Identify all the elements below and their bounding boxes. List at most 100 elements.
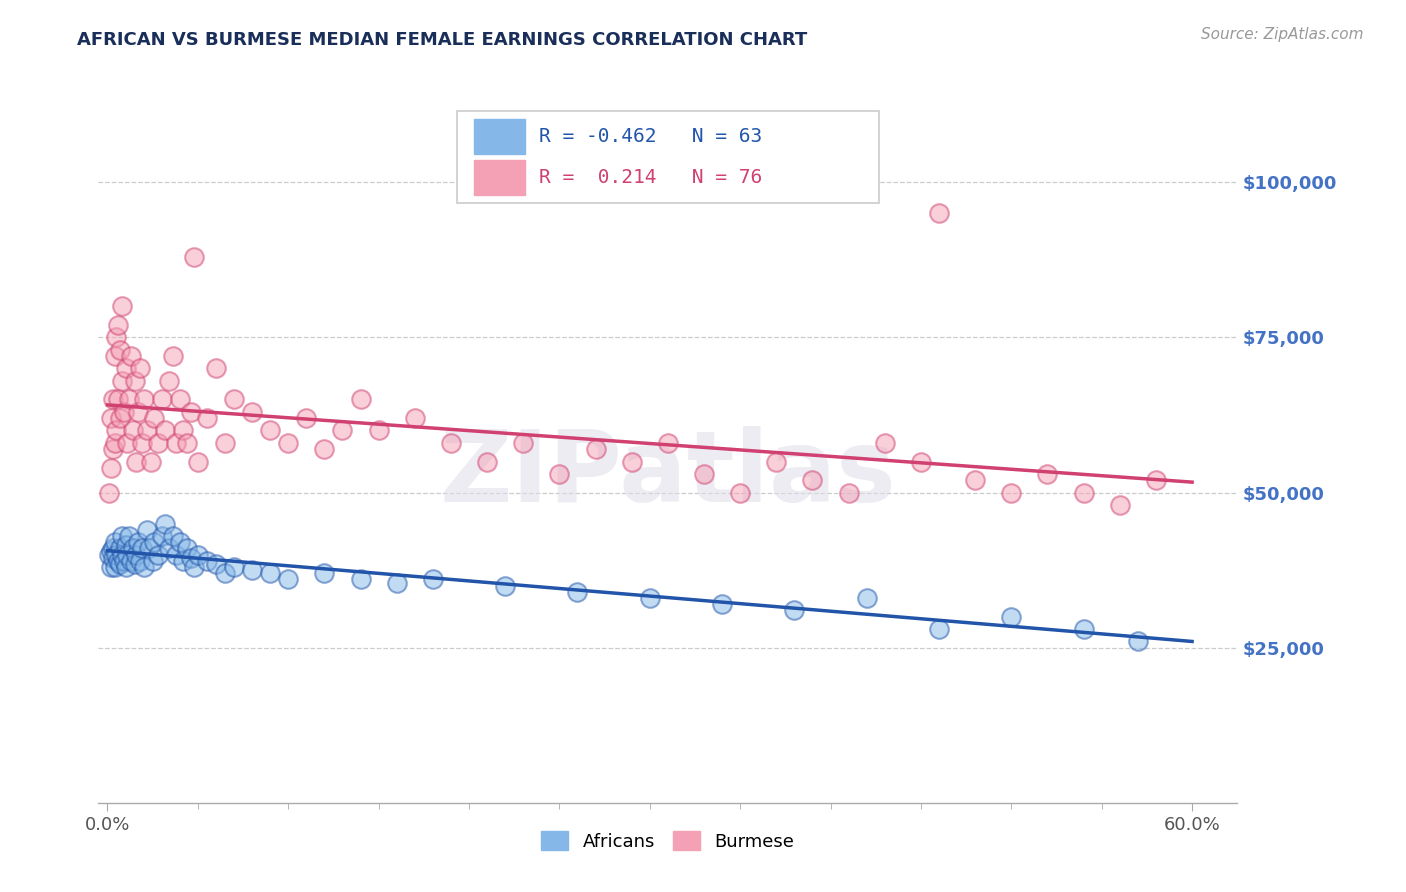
Point	[295, 411, 318, 425]
Point	[873, 436, 896, 450]
Text: R =  0.214   N = 76: R = 0.214 N = 76	[538, 168, 762, 187]
Point	[838, 485, 860, 500]
Point	[205, 557, 228, 571]
Point	[1108, 498, 1130, 512]
Point	[176, 541, 198, 556]
Point	[567, 584, 589, 599]
Point	[112, 554, 135, 568]
Point	[104, 436, 127, 450]
Point	[965, 473, 987, 487]
Point	[100, 560, 122, 574]
Point	[112, 405, 135, 419]
Point	[114, 538, 136, 552]
Point	[1036, 467, 1059, 481]
Point	[107, 318, 129, 332]
Point	[765, 454, 787, 468]
Point	[162, 349, 184, 363]
Point	[129, 361, 152, 376]
Point	[150, 392, 173, 407]
Point	[100, 460, 122, 475]
Point	[183, 560, 205, 574]
Point	[165, 436, 187, 450]
Point	[100, 544, 122, 558]
Point	[118, 392, 141, 407]
Point	[125, 548, 148, 562]
Point	[98, 548, 121, 562]
Point	[169, 392, 191, 407]
Point	[162, 529, 184, 543]
Point	[205, 361, 228, 376]
Text: ZIPatlas: ZIPatlas	[440, 426, 896, 523]
Point	[240, 563, 263, 577]
Point	[111, 299, 134, 313]
Point	[111, 374, 134, 388]
Point	[512, 436, 534, 450]
Point	[121, 424, 143, 438]
Point	[385, 575, 408, 590]
Point	[1144, 473, 1167, 487]
Point	[132, 560, 155, 574]
Point	[180, 550, 202, 565]
Point	[101, 541, 124, 556]
Point	[127, 405, 149, 419]
Point	[259, 566, 281, 581]
Point	[585, 442, 607, 456]
Point	[124, 374, 146, 388]
Point	[214, 566, 236, 581]
Point	[314, 442, 336, 456]
Point	[1073, 622, 1095, 636]
Point	[136, 424, 159, 438]
Point	[117, 436, 139, 450]
Point	[277, 436, 299, 450]
Point	[143, 411, 166, 425]
Point	[108, 541, 131, 556]
Point	[494, 579, 516, 593]
Text: R = -0.462   N = 63: R = -0.462 N = 63	[538, 127, 762, 146]
Point	[104, 349, 127, 363]
Point	[120, 349, 142, 363]
Point	[475, 454, 498, 468]
Point	[146, 548, 169, 562]
Point	[108, 343, 131, 357]
Point	[132, 392, 155, 407]
Point	[259, 424, 281, 438]
Point	[124, 557, 146, 571]
Point	[240, 405, 263, 419]
Point	[101, 550, 124, 565]
Point	[105, 548, 128, 562]
Legend: Africans, Burmese: Africans, Burmese	[534, 824, 801, 858]
Point	[111, 548, 134, 562]
Point	[139, 454, 162, 468]
Point	[155, 516, 177, 531]
Point	[138, 541, 160, 556]
Point	[638, 591, 661, 605]
Point	[136, 523, 159, 537]
Point	[150, 529, 173, 543]
Point	[1000, 609, 1022, 624]
Point	[187, 548, 209, 562]
Point	[783, 603, 806, 617]
Point	[195, 554, 218, 568]
Point	[157, 541, 180, 556]
Point	[349, 392, 371, 407]
Point	[121, 541, 143, 556]
Text: Source: ZipAtlas.com: Source: ZipAtlas.com	[1201, 27, 1364, 42]
Point	[176, 436, 198, 450]
Point	[222, 560, 245, 574]
Point	[143, 535, 166, 549]
Point	[101, 392, 124, 407]
Point	[120, 554, 142, 568]
Point	[107, 554, 129, 568]
Point	[801, 473, 824, 487]
Point	[105, 424, 128, 438]
Point	[131, 436, 153, 450]
Point	[440, 436, 463, 450]
Point	[728, 485, 751, 500]
Point	[183, 250, 205, 264]
Text: AFRICAN VS BURMESE MEDIAN FEMALE EARNINGS CORRELATION CHART: AFRICAN VS BURMESE MEDIAN FEMALE EARNING…	[77, 31, 807, 49]
FancyBboxPatch shape	[457, 111, 879, 203]
Point	[711, 597, 734, 611]
Point	[108, 411, 131, 425]
Point	[910, 454, 932, 468]
Point	[277, 573, 299, 587]
